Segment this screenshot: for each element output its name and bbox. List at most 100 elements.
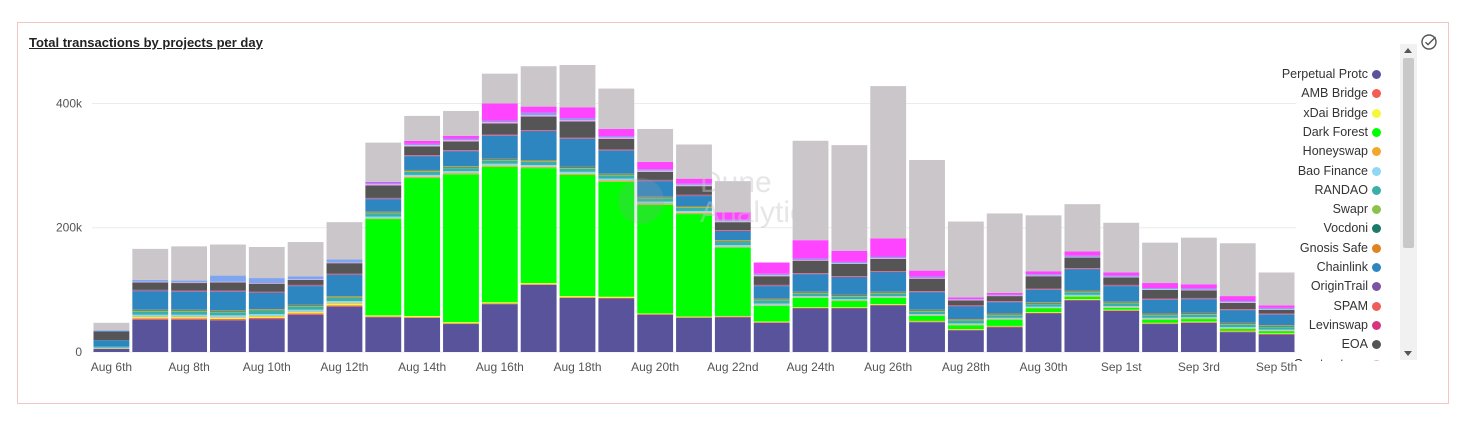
- bar-segment[interactable]: [1064, 268, 1101, 270]
- bar-segment[interactable]: [1064, 299, 1101, 300]
- bar-segment[interactable]: [947, 221, 984, 298]
- bar-segment[interactable]: [598, 150, 635, 174]
- bar-segment[interactable]: [714, 247, 751, 316]
- bar-segment[interactable]: [1219, 302, 1256, 303]
- bar-segment[interactable]: [1142, 299, 1178, 314]
- bar-segment[interactable]: [1025, 303, 1062, 305]
- bar-segment[interactable]: [870, 272, 907, 292]
- bar-segment[interactable]: [520, 66, 557, 107]
- bar-segment[interactable]: [831, 261, 868, 264]
- bar-segment[interactable]: [1142, 315, 1178, 318]
- bar-segment[interactable]: [404, 140, 441, 144]
- bar-segment[interactable]: [598, 175, 635, 179]
- bar-segment[interactable]: [248, 310, 285, 315]
- bar-segment[interactable]: [132, 310, 169, 312]
- bar-segment[interactable]: [947, 329, 984, 330]
- bar-segment[interactable]: [520, 160, 557, 161]
- bar-segment[interactable]: [676, 206, 712, 207]
- bar-segment[interactable]: [520, 160, 557, 162]
- bar-segment[interactable]: [1219, 332, 1256, 352]
- bar-segment[interactable]: [481, 135, 518, 159]
- bar-segment[interactable]: [1025, 313, 1062, 352]
- bar-segment[interactable]: [365, 181, 402, 184]
- bar-segment[interactable]: [1180, 298, 1217, 300]
- bar-segment[interactable]: [326, 301, 363, 303]
- bar-segment[interactable]: [909, 276, 945, 279]
- bar-segment[interactable]: [210, 291, 246, 292]
- bar-segment[interactable]: [792, 240, 829, 259]
- bar-segment[interactable]: [171, 319, 208, 352]
- bar-segment[interactable]: [870, 293, 907, 297]
- bar-segment[interactable]: [986, 319, 1023, 320]
- bar-segment[interactable]: [93, 331, 130, 341]
- bar-segment[interactable]: [909, 160, 945, 271]
- bar-segment[interactable]: [443, 174, 479, 323]
- bar-segment[interactable]: [1180, 321, 1217, 323]
- bar-segment[interactable]: [1180, 322, 1217, 352]
- bar-segment[interactable]: [676, 317, 712, 352]
- bar-segment[interactable]: [753, 321, 790, 323]
- bar-segment[interactable]: [132, 317, 169, 319]
- legend-item[interactable]: Gnosis Safe: [1266, 239, 1394, 258]
- bar-segment[interactable]: [520, 161, 557, 165]
- bar-segment[interactable]: [598, 174, 635, 175]
- bar-segment[interactable]: [1142, 324, 1178, 352]
- bar-segment[interactable]: [637, 198, 674, 202]
- bar-segment[interactable]: [171, 310, 208, 311]
- bar-segment[interactable]: [326, 305, 363, 307]
- bar-segment[interactable]: [1025, 276, 1062, 289]
- bar-segment[interactable]: [1142, 314, 1178, 316]
- bar-segment[interactable]: [831, 250, 868, 262]
- bar-segment[interactable]: [676, 207, 712, 208]
- bar-segment[interactable]: [210, 319, 246, 321]
- bar-segment[interactable]: [1025, 271, 1062, 275]
- bar-segment[interactable]: [831, 296, 868, 300]
- legend-item[interactable]: RANDAO: [1266, 181, 1394, 200]
- bar-segment[interactable]: [1025, 289, 1062, 290]
- bar-segment[interactable]: [326, 306, 363, 352]
- bar-segment[interactable]: [637, 161, 674, 170]
- bar-segment[interactable]: [481, 73, 518, 104]
- bar-segment[interactable]: [1219, 331, 1256, 333]
- bar-segment[interactable]: [171, 316, 208, 318]
- bar-segment[interactable]: [909, 310, 945, 311]
- scroll-down-icon[interactable]: [1404, 351, 1412, 356]
- scroll-thumb[interactable]: [1403, 58, 1414, 248]
- bar-segment[interactable]: [404, 169, 441, 171]
- bar-segment[interactable]: [93, 348, 130, 352]
- bar-segment[interactable]: [443, 151, 479, 167]
- bar-segment[interactable]: [132, 319, 169, 352]
- bar-segment[interactable]: [171, 317, 208, 319]
- bar-segment[interactable]: [132, 311, 169, 315]
- bar-segment[interactable]: [598, 150, 635, 151]
- bar-segment[interactable]: [792, 308, 829, 352]
- bar-segment[interactable]: [1180, 319, 1217, 322]
- bar-segment[interactable]: [365, 211, 402, 213]
- bar-segment[interactable]: [676, 207, 712, 211]
- bar-segment[interactable]: [520, 166, 557, 169]
- legend-item[interactable]: Chainlink: [1266, 258, 1394, 277]
- bar-segment[interactable]: [481, 303, 518, 305]
- bar-segment[interactable]: [248, 292, 285, 310]
- bar-segment[interactable]: [1103, 286, 1140, 302]
- bar-segment[interactable]: [132, 291, 169, 310]
- bar-segment[interactable]: [792, 293, 829, 297]
- bar-segment[interactable]: [404, 317, 441, 352]
- bar-segment[interactable]: [1142, 289, 1178, 290]
- legend-item[interactable]: Swapr: [1266, 200, 1394, 219]
- bar-segment[interactable]: [676, 210, 712, 213]
- bar-segment[interactable]: [1258, 272, 1295, 306]
- bar-segment[interactable]: [559, 120, 596, 122]
- bar-segment[interactable]: [909, 320, 945, 322]
- bar-segment[interactable]: [637, 197, 674, 198]
- bar-segment[interactable]: [1219, 323, 1256, 325]
- bar-segment[interactable]: [248, 283, 285, 284]
- bar-segment[interactable]: [1258, 309, 1295, 310]
- bar-segment[interactable]: [1142, 323, 1178, 325]
- bar-segment[interactable]: [93, 330, 130, 332]
- bar-segment[interactable]: [909, 278, 945, 292]
- legend-item[interactable]: Vocdoni: [1266, 219, 1394, 238]
- bar-segment[interactable]: [481, 160, 518, 161]
- bar-segment[interactable]: [520, 284, 557, 285]
- bar-segment[interactable]: [637, 171, 674, 180]
